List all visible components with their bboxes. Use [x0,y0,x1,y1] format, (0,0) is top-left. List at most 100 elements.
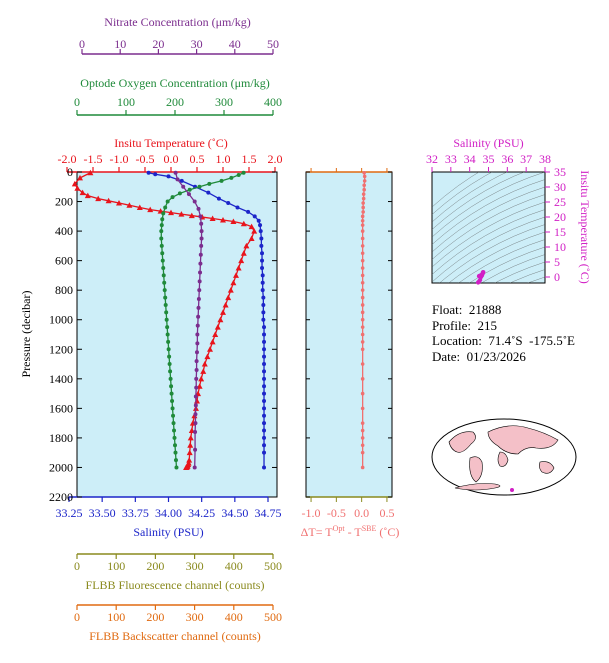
temperature-point [105,197,112,204]
map-land [539,461,555,474]
pressure-tick-label: 400 [55,224,73,238]
oxygen-point [162,288,167,293]
nitrate-point [196,305,201,310]
salinity-point [259,236,264,241]
delta-t-point [360,288,365,292]
temperature-point [209,215,216,222]
temperature-point [217,316,224,323]
salinity-point [261,317,266,322]
delta-t-point [360,325,365,329]
oxygen-point [229,175,234,180]
oxygen-axis-tick-label: 100 [117,95,135,109]
float-info: Float: 21888 Profile: 215 Location: 71.4… [432,302,575,364]
backscatter-axis-tick-label: 200 [146,610,164,624]
salinity-axis-label: Salinity (PSU) [133,525,203,539]
salinity-point [252,214,257,219]
map-land [487,425,559,455]
nitrate-point [193,394,198,399]
delta-t-point [360,251,365,256]
delta-t-point [360,436,365,440]
delta-t-point [360,362,365,366]
delta-t-label: ΔT= TOpt - TSBE (˚C) [301,524,400,539]
delta-t-point [360,223,365,227]
salinity-point [262,339,267,344]
nitrate-point [195,323,200,328]
temperature-point [77,174,83,181]
salinity-point [260,266,265,271]
salinity-point [262,362,267,367]
temperature-point [227,287,234,293]
salinity-axis-tick-label: 33.75 [122,506,149,520]
ts-temp-tick-label: 20 [554,210,566,224]
fluorescence-axis-tick-label: 200 [146,559,164,573]
delta-t-panel [305,171,393,498]
pressure-tick-label: 200 [55,195,73,209]
nitrate-line [174,172,203,468]
isopycnal-contour [432,172,480,208]
nitrate-point [193,447,198,452]
nitrate-point [192,465,197,470]
oxygen-point [163,302,168,307]
ts-temp-tick-label: 15 [554,225,566,239]
oxygen-axis-tick-label: 200 [166,95,184,109]
oxygen-point [159,236,164,241]
temperature-point [243,242,250,249]
nitrate-axis-label: Nitrate Concentration (μm/kg) [104,15,250,29]
map-land [497,451,509,467]
oxygen-point [161,266,166,271]
delta-t-point [360,310,365,315]
nitrate-point [194,385,199,390]
isopycnal-contour [432,209,545,275]
temperature-point [212,331,219,337]
temperature-point [188,212,195,219]
ts-salinity-tick-label: 34 [464,152,476,166]
salinity-point [262,384,267,389]
temperature-point [201,361,208,367]
oxygen-point [159,243,164,248]
oxygen-point [166,339,171,344]
nitrate-point [197,288,202,293]
salinity-point [260,251,265,256]
salinity-point [262,450,267,455]
nitrate-point [199,221,204,226]
delta-t-line [362,172,366,468]
oxygen-point [165,332,170,337]
delta-t-point [360,347,365,352]
salinity-point [262,428,267,433]
backscatter-axis-tick-label: 400 [225,610,243,624]
isopycnal-contour [432,172,545,238]
salinity-point [262,421,267,426]
delta-t-point [360,317,365,322]
isopycnal-contour [481,254,545,283]
nitrate-point [198,270,203,275]
oxygen-point [164,317,169,322]
oxygen-point [170,406,175,411]
float-location: Location: 71.4˚S -175.5˚E [432,333,575,348]
delta-t-point [360,280,365,285]
delta-t-point [360,229,365,233]
isopycnal-contour [494,261,545,283]
delta-t-point [360,332,365,337]
fluorescence-axis-tick-label: 100 [107,559,125,573]
oxygen-point [159,223,164,228]
ts-temp-tick-label: 5 [554,255,560,269]
float-id: Float: 21888 [432,302,502,317]
salinity-point [261,302,266,307]
nitrate-axis-tick-label: 0 [79,37,85,51]
ts-salinity-label: Salinity (PSU) [453,136,523,150]
salinity-point [262,465,267,470]
oxygen-point [169,384,174,389]
temperature-point [230,218,237,224]
nitrate-point [196,297,201,302]
world-map [431,418,577,496]
delta-t-point [360,244,365,248]
oxygen-point [172,428,177,433]
salinity-point [146,170,151,175]
delta-t-label-part: ΔT= T [301,525,334,539]
map-land [454,483,501,491]
main-panel [76,171,278,498]
temperature-point [235,265,242,271]
salinity-axis-tick-label: 34.00 [155,506,182,520]
oxygen-point [167,362,172,367]
pressure-tick-label: 1400 [49,372,73,386]
